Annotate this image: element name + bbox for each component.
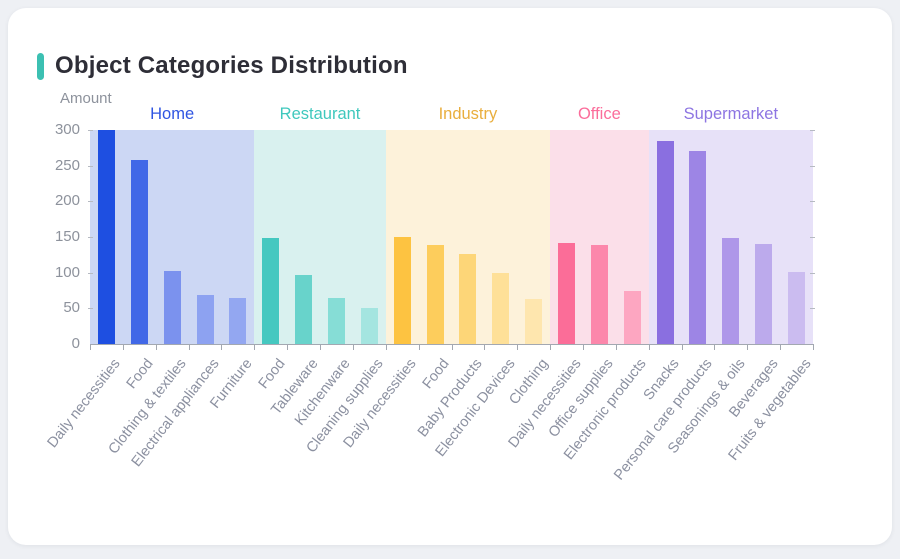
x-axis-tick	[813, 345, 814, 350]
group-label-industry: Industry	[438, 105, 498, 123]
x-axis-tick	[123, 345, 124, 350]
group-label-home: Home	[150, 105, 195, 123]
chart-title: Object Categories Distribution	[55, 52, 408, 79]
bar-beverages	[755, 244, 772, 344]
x-axis-tick	[484, 345, 485, 350]
x-axis-tick	[189, 345, 190, 350]
bar-clothing	[525, 299, 542, 344]
bar-fruits-vegetables	[788, 271, 805, 344]
y-tick-mark-right	[810, 201, 815, 203]
bar-personal-care-products	[689, 151, 706, 344]
bar-food	[427, 244, 444, 344]
y-tick-mark-left	[88, 130, 93, 131]
bar-daily-necessities	[98, 130, 115, 344]
x-axis-tick	[90, 345, 91, 350]
x-axis-tick	[780, 345, 781, 350]
x-axis-tick	[320, 345, 321, 350]
x-axis-tick	[386, 345, 387, 350]
y-tick-label: 100	[54, 263, 80, 281]
x-axis-line	[90, 344, 814, 345]
title-accent-bar	[37, 52, 44, 80]
x-axis-tick	[714, 345, 715, 350]
x-axis-label: Daily necessities	[44, 356, 125, 451]
bar-daily-necessities	[394, 237, 411, 344]
x-axis-tick	[649, 345, 650, 350]
chart-card: Object Categories Distribution Amount Ho…	[8, 8, 892, 545]
x-axis-tick	[682, 345, 683, 350]
y-tick-label: 0	[71, 335, 80, 352]
y-tick-label: 50	[63, 299, 80, 317]
bar-daily-necessities	[558, 242, 575, 344]
x-axis-tick	[616, 345, 617, 350]
bar-tableware	[295, 274, 312, 344]
bar-seasonings-oils	[722, 238, 739, 344]
y-tick-mark-left	[88, 308, 93, 310]
y-tick-mark-right	[810, 130, 815, 131]
y-tick-mark-right	[810, 272, 815, 274]
x-axis-tick	[517, 345, 518, 350]
y-tick-label: 300	[54, 121, 80, 138]
bar-food	[262, 238, 279, 344]
bar-furniture	[229, 298, 246, 344]
bar-food	[131, 159, 148, 344]
y-tick-mark-right	[810, 237, 815, 238]
group-label-supermarket: Supermarket	[683, 105, 779, 123]
chart-header: Object Categories Distribution	[37, 52, 408, 80]
y-tick-mark-left	[88, 237, 93, 238]
y-tick-mark-left	[88, 201, 93, 203]
x-axis-tick	[221, 345, 222, 350]
x-axis-tick	[452, 345, 453, 350]
x-axis-tick	[254, 345, 255, 350]
y-tick-mark-right	[810, 165, 815, 167]
bar-cleaning-supplies	[361, 307, 378, 344]
x-axis-tick	[156, 345, 157, 350]
group-label-restaurant: Restaurant	[279, 105, 361, 123]
x-axis-tick	[550, 345, 551, 350]
y-tick-mark-left	[88, 272, 93, 274]
group-label-office: Office	[577, 105, 621, 123]
bar-kitchenware	[328, 297, 345, 344]
y-tick-label: 250	[54, 156, 80, 174]
y-axis-title: Amount	[60, 90, 112, 107]
y-tick-mark-right	[810, 308, 815, 310]
y-tick-mark-left	[88, 165, 93, 167]
bar-baby-products	[459, 254, 476, 344]
bar-chart: Home Daily necessities Food Clothing & text…	[8, 8, 892, 545]
bar-office-supplies	[591, 244, 608, 344]
x-axis-tick	[353, 345, 354, 350]
bar-electrical-appliances	[197, 294, 214, 344]
x-axis-tick	[419, 345, 420, 350]
x-axis-tick	[583, 345, 584, 350]
x-axis-tick	[287, 345, 288, 350]
y-tick-label: 150	[54, 228, 80, 245]
bar-electronic-devices	[492, 272, 509, 344]
bar-clothing-textiles	[164, 271, 181, 344]
bar-snacks	[657, 141, 674, 344]
y-tick-label: 200	[54, 192, 80, 210]
bar-electronic-products	[624, 290, 641, 344]
x-axis-tick	[747, 345, 748, 350]
